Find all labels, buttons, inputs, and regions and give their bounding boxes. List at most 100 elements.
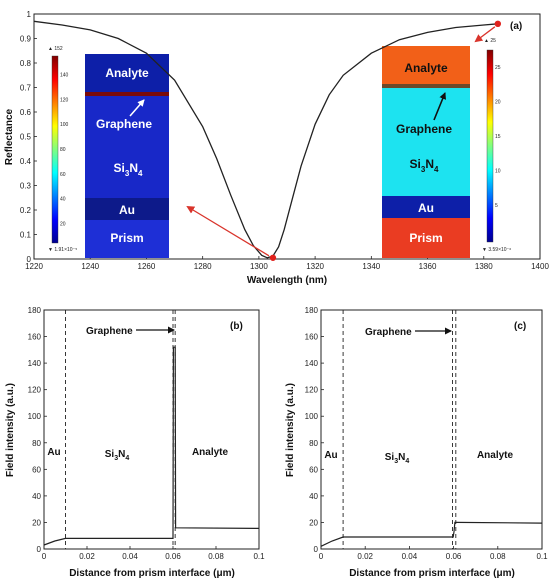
y-tick-label-a-2: 0.2 [20, 206, 32, 215]
panel-tag-a: (a) [510, 21, 522, 32]
left-label-analyte: Analyte [105, 66, 149, 80]
left-layer-si3n4 [85, 96, 169, 198]
b-x-tick-label-0: 0 [42, 552, 47, 561]
resonance-arrow [186, 205, 270, 257]
left-colorbar-ticks: 140 120 100 80 60 40 20 [60, 72, 69, 227]
panel-b: 0 0.02 0.04 0.06 0.08 0.1 0 20 40 60 80 100 120 140 16… [5, 306, 265, 579]
c-x-tick-label-3: 0.06 [446, 552, 462, 561]
b-y-tick-label-0: 0 [37, 545, 42, 554]
c-y-tick-label-5: 100 [305, 412, 319, 421]
x-axis-label-a: Wavelength (nm) [247, 275, 327, 286]
c-region-au: Au [324, 450, 337, 461]
x-tick-label-a-3: 1280 [194, 262, 212, 271]
b-x-tick-label-4: 0.08 [208, 552, 224, 561]
x-tick-label-a-6: 1340 [362, 262, 380, 271]
left-label-si3n4: Si3N4 [114, 161, 143, 178]
right-layer-graphene [382, 84, 470, 88]
b-layer-boundaries [65, 310, 176, 549]
x-tick-label-a-5: 1320 [306, 262, 324, 271]
x-tick-label-a-7: 1360 [419, 262, 437, 271]
c-x-tick-label-4: 0.08 [490, 552, 506, 561]
right-inset-field-map: Analyte Graphene Si3N4 Au Prism ▲ 25 ▼ 3… [382, 38, 511, 258]
panel-tag-c: (c) [514, 321, 526, 332]
b-x-tick-label-1: 0.02 [79, 552, 95, 561]
right-layer-analyte [382, 46, 470, 84]
left-layer-analyte [85, 54, 169, 92]
b-y-tick-label-8: 160 [28, 333, 42, 342]
c-y-tick-label-8: 160 [305, 333, 319, 342]
highlight-point-0 [269, 254, 277, 261]
panel-a: 1220 1240 1260 1280 1300 1320 1340 1360 1380 1400… [4, 10, 549, 286]
right-graphene-arrow [433, 92, 446, 121]
b-region-si3n4: Si3N4 [105, 449, 130, 462]
y-tick-label-a-9: 0.9 [20, 35, 32, 44]
left-cb-tick-4: 60 [60, 172, 66, 178]
y-axis-label-c: Field intensity (a.u.) [285, 383, 296, 477]
b-region-au: Au [47, 447, 60, 458]
b-y-tick-label-1: 20 [32, 518, 41, 527]
x-axis-label-c: Distance from prism interface (μm) [349, 568, 515, 579]
b-y-tick-label-4: 80 [32, 439, 41, 448]
a-tick-group: 1220 1240 1260 1280 1300 1320 1340 1360 1380 1400… [20, 10, 550, 271]
b-y-tick-label-2: 40 [32, 492, 41, 501]
b-y-tick-label-9: 180 [28, 306, 42, 315]
c-y-tick-label-2: 40 [309, 492, 318, 501]
x-tick-label-a-2: 1260 [138, 262, 156, 271]
left-colorbar [51, 55, 59, 244]
left-cb-tick-5: 40 [60, 197, 66, 203]
c-tick-group: 0 0.02 0.04 0.06 0.08 0.1 0 20 40 60 80 100 120 140 16… [305, 306, 548, 561]
b-region-analyte: Analyte [192, 447, 229, 458]
b-x-tick-label-3: 0.06 [165, 552, 181, 561]
y-tick-label-a-8: 0.8 [20, 59, 32, 68]
left-layer-au [85, 198, 169, 220]
x-axis-label-b: Distance from prism interface (μm) [69, 568, 235, 579]
c-region-si3n4: Si3N4 [385, 452, 410, 465]
b-x-tick-label-5: 0.1 [253, 552, 265, 561]
right-label-graphene: Graphene [396, 122, 452, 136]
x-tick-label-a-1: 1240 [81, 262, 99, 271]
b-y-tick-label-6: 120 [28, 386, 42, 395]
y-tick-label-a-7: 0.7 [20, 84, 32, 93]
y-tick-label-a-10: 1 [27, 10, 32, 19]
c-y-tick-label-6: 120 [305, 386, 319, 395]
right-cb-tick-2: 15 [495, 134, 501, 140]
c-y-tick-label-0: 0 [314, 545, 319, 554]
x-tick-label-a-9: 1400 [531, 262, 549, 271]
left-cb-tick-1: 120 [60, 97, 69, 103]
left-colorbar-min: ▼ 1.91×10⁻⁵ [48, 247, 77, 253]
right-cb-tick-1: 20 [495, 100, 501, 106]
left-label-prism: Prism [110, 231, 143, 245]
b-y-tick-label-7: 140 [28, 359, 42, 368]
left-cb-tick-2: 100 [60, 122, 69, 128]
left-layer-graphene [85, 92, 169, 96]
y-tick-label-a-6: 0.6 [20, 108, 32, 117]
c-x-tick-label-1: 0.02 [357, 552, 373, 561]
right-cb-tick-0: 25 [495, 65, 501, 71]
y-tick-label-a-1: 0.1 [20, 231, 32, 240]
left-label-graphene: Graphene [96, 117, 152, 131]
right-colorbar [486, 49, 494, 243]
highlight-point-1 [494, 20, 502, 27]
c-y-tick-label-7: 140 [305, 359, 319, 368]
c-y-tick-label-9: 180 [305, 306, 319, 315]
y-tick-label-a-3: 0.3 [20, 182, 32, 191]
left-cb-tick-6: 20 [60, 222, 66, 228]
plot-frame-b [43, 309, 260, 550]
x-tick-label-a-0: 1220 [25, 262, 43, 271]
left-cb-tick-3: 80 [60, 147, 66, 153]
right-colorbar-min: ▼ 3.59×10⁻⁶ [482, 247, 511, 253]
off-resonance-arrow [474, 26, 496, 43]
right-colorbar-ticks: 25 20 15 10 5 [495, 65, 501, 209]
right-label-analyte: Analyte [404, 61, 448, 75]
a-marker-group [269, 20, 502, 261]
c-graphene-label: Graphene [365, 327, 412, 338]
c-y-tick-label-1: 20 [309, 518, 318, 527]
left-inset-field-map: Analyte Graphene Si3N4 Au Prism ▲ 152 ▼ … [48, 46, 169, 258]
left-layer-prism [85, 220, 169, 258]
b-graphene-label: Graphene [86, 326, 133, 337]
c-x-tick-label-0: 0 [319, 552, 324, 561]
right-layer-au [382, 196, 470, 218]
left-label-au: Au [119, 203, 135, 217]
right-label-au: Au [418, 201, 434, 215]
